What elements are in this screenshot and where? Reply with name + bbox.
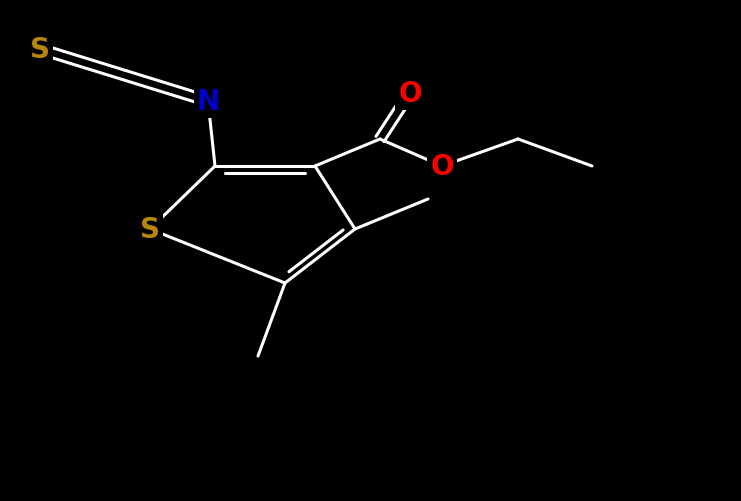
Text: S: S bbox=[30, 36, 50, 64]
Text: O: O bbox=[398, 80, 422, 108]
Text: N: N bbox=[196, 88, 219, 116]
Text: O: O bbox=[431, 153, 453, 181]
Text: S: S bbox=[140, 215, 160, 243]
